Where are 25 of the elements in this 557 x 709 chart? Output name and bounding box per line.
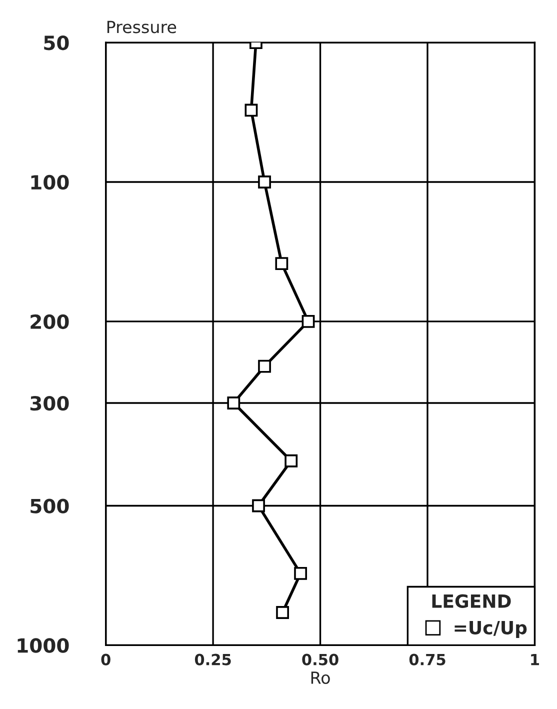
point — [244, 104, 258, 117]
y-tick-label: 100 — [31, 174, 69, 190]
legend-title: LEGEND — [432, 594, 511, 608]
y-tick-label: 500 — [30, 498, 69, 514]
point — [302, 314, 315, 328]
y-tick-label: 200 — [30, 314, 69, 330]
point — [294, 566, 308, 580]
y-tick-label: 1000 — [18, 638, 69, 653]
x-tick-label: 0.50 — [302, 654, 338, 666]
y-tick-label: 50 — [44, 35, 69, 50]
point — [252, 499, 265, 512]
x-tick-label: 1 — [531, 654, 539, 666]
point — [258, 360, 271, 373]
legend-label: =Uc/Up — [454, 621, 527, 638]
y-tick-label: 300 — [30, 396, 69, 411]
point — [284, 454, 298, 468]
point — [227, 396, 240, 410]
y-axis-title: Pressure — [107, 20, 176, 34]
point — [275, 257, 288, 270]
x-tick-label: 0.25 — [194, 654, 231, 666]
x-axis-title: Ro — [311, 672, 330, 684]
point — [258, 176, 271, 188]
x-tick-label: 0 — [101, 654, 110, 666]
point — [276, 606, 289, 619]
x-tick-label: 0.75 — [409, 654, 446, 666]
